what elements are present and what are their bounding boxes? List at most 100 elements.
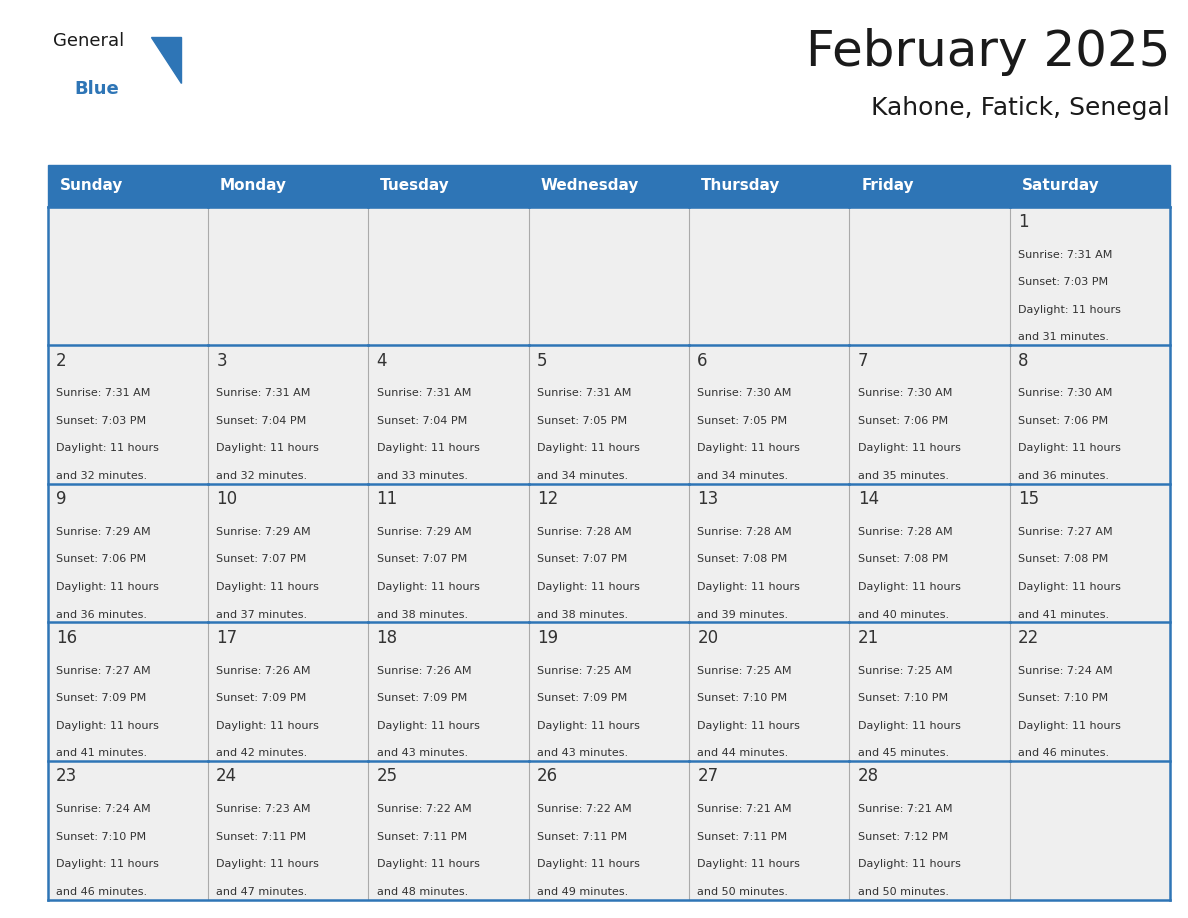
Text: Sunset: 7:09 PM: Sunset: 7:09 PM xyxy=(537,693,627,703)
Text: Daylight: 11 hours: Daylight: 11 hours xyxy=(216,582,320,592)
Text: 28: 28 xyxy=(858,767,879,786)
Bar xyxy=(689,207,849,345)
Text: 23: 23 xyxy=(56,767,77,786)
Text: Sunset: 7:05 PM: Sunset: 7:05 PM xyxy=(697,416,788,426)
Text: Sunset: 7:10 PM: Sunset: 7:10 PM xyxy=(697,693,788,703)
Bar xyxy=(529,207,689,345)
Text: Sunrise: 7:26 AM: Sunrise: 7:26 AM xyxy=(216,666,311,676)
Bar xyxy=(1010,345,1170,484)
Text: Daylight: 11 hours: Daylight: 11 hours xyxy=(1018,582,1121,592)
Text: Daylight: 11 hours: Daylight: 11 hours xyxy=(377,443,480,453)
Text: 12: 12 xyxy=(537,490,558,509)
Text: and 45 minutes.: and 45 minutes. xyxy=(858,748,949,758)
Text: Sunset: 7:08 PM: Sunset: 7:08 PM xyxy=(697,554,788,565)
Text: Daylight: 11 hours: Daylight: 11 hours xyxy=(216,721,320,731)
Text: Sunrise: 7:27 AM: Sunrise: 7:27 AM xyxy=(56,666,151,676)
Bar xyxy=(849,622,1010,761)
Text: 26: 26 xyxy=(537,767,558,786)
Text: Sunset: 7:06 PM: Sunset: 7:06 PM xyxy=(1018,416,1108,426)
Text: and 32 minutes.: and 32 minutes. xyxy=(56,471,147,481)
Text: 21: 21 xyxy=(858,629,879,647)
Text: and 41 minutes.: and 41 minutes. xyxy=(1018,610,1110,620)
Text: and 50 minutes.: and 50 minutes. xyxy=(697,887,789,897)
Text: and 43 minutes.: and 43 minutes. xyxy=(537,748,628,758)
Text: Sunrise: 7:25 AM: Sunrise: 7:25 AM xyxy=(858,666,953,676)
Text: Sunset: 7:12 PM: Sunset: 7:12 PM xyxy=(858,832,948,842)
Bar xyxy=(1010,761,1170,900)
Text: Sunrise: 7:30 AM: Sunrise: 7:30 AM xyxy=(858,388,952,398)
Text: Wednesday: Wednesday xyxy=(541,178,639,194)
Bar xyxy=(208,622,368,761)
Bar xyxy=(48,761,208,900)
Bar xyxy=(48,207,208,345)
Text: Blue: Blue xyxy=(75,80,120,98)
Text: Sunset: 7:04 PM: Sunset: 7:04 PM xyxy=(216,416,307,426)
Text: Sunrise: 7:21 AM: Sunrise: 7:21 AM xyxy=(697,804,792,814)
Text: and 39 minutes.: and 39 minutes. xyxy=(697,610,789,620)
Text: and 34 minutes.: and 34 minutes. xyxy=(537,471,628,481)
Text: Sunrise: 7:22 AM: Sunrise: 7:22 AM xyxy=(377,804,472,814)
Text: and 32 minutes.: and 32 minutes. xyxy=(216,471,308,481)
Text: and 49 minutes.: and 49 minutes. xyxy=(537,887,628,897)
Text: Sunrise: 7:29 AM: Sunrise: 7:29 AM xyxy=(216,527,311,537)
Text: Sunrise: 7:29 AM: Sunrise: 7:29 AM xyxy=(377,527,472,537)
Text: 3: 3 xyxy=(216,352,227,370)
Text: Daylight: 11 hours: Daylight: 11 hours xyxy=(537,721,640,731)
Text: and 46 minutes.: and 46 minutes. xyxy=(1018,748,1110,758)
Text: 20: 20 xyxy=(697,629,719,647)
Text: 14: 14 xyxy=(858,490,879,509)
Text: 19: 19 xyxy=(537,629,558,647)
Text: Sunset: 7:09 PM: Sunset: 7:09 PM xyxy=(377,693,467,703)
Bar xyxy=(529,761,689,900)
Text: Daylight: 11 hours: Daylight: 11 hours xyxy=(858,443,961,453)
Text: Daylight: 11 hours: Daylight: 11 hours xyxy=(697,443,801,453)
Text: 16: 16 xyxy=(56,629,77,647)
Bar xyxy=(208,207,368,345)
Text: Sunset: 7:11 PM: Sunset: 7:11 PM xyxy=(377,832,467,842)
Text: and 42 minutes.: and 42 minutes. xyxy=(216,748,308,758)
Text: 9: 9 xyxy=(56,490,67,509)
Text: 4: 4 xyxy=(377,352,387,370)
Text: 22: 22 xyxy=(1018,629,1040,647)
Text: Daylight: 11 hours: Daylight: 11 hours xyxy=(697,859,801,869)
Text: Sunset: 7:11 PM: Sunset: 7:11 PM xyxy=(537,832,627,842)
Text: Daylight: 11 hours: Daylight: 11 hours xyxy=(858,582,961,592)
Text: Daylight: 11 hours: Daylight: 11 hours xyxy=(537,859,640,869)
Text: Saturday: Saturday xyxy=(1022,178,1099,194)
Text: and 33 minutes.: and 33 minutes. xyxy=(377,471,468,481)
Text: Sunset: 7:10 PM: Sunset: 7:10 PM xyxy=(56,832,146,842)
Bar xyxy=(368,345,529,484)
Bar xyxy=(529,484,689,622)
Text: and 44 minutes.: and 44 minutes. xyxy=(697,748,789,758)
Text: Kahone, Fatick, Senegal: Kahone, Fatick, Senegal xyxy=(872,96,1170,120)
Text: 6: 6 xyxy=(697,352,708,370)
Bar xyxy=(689,622,849,761)
Text: Sunrise: 7:31 AM: Sunrise: 7:31 AM xyxy=(216,388,310,398)
Bar xyxy=(368,761,529,900)
Text: Sunrise: 7:31 AM: Sunrise: 7:31 AM xyxy=(377,388,470,398)
Text: Daylight: 11 hours: Daylight: 11 hours xyxy=(56,582,159,592)
Text: 2: 2 xyxy=(56,352,67,370)
Text: 25: 25 xyxy=(377,767,398,786)
Text: and 46 minutes.: and 46 minutes. xyxy=(56,887,147,897)
Text: Daylight: 11 hours: Daylight: 11 hours xyxy=(56,443,159,453)
Text: and 36 minutes.: and 36 minutes. xyxy=(56,610,147,620)
Text: 8: 8 xyxy=(1018,352,1029,370)
Bar xyxy=(849,761,1010,900)
Text: 17: 17 xyxy=(216,629,238,647)
Text: and 36 minutes.: and 36 minutes. xyxy=(1018,471,1110,481)
Text: Daylight: 11 hours: Daylight: 11 hours xyxy=(537,443,640,453)
Text: Sunset: 7:07 PM: Sunset: 7:07 PM xyxy=(377,554,467,565)
Text: 27: 27 xyxy=(697,767,719,786)
Text: Sunset: 7:07 PM: Sunset: 7:07 PM xyxy=(216,554,307,565)
Text: 7: 7 xyxy=(858,352,868,370)
Bar xyxy=(48,484,208,622)
Text: Sunset: 7:09 PM: Sunset: 7:09 PM xyxy=(56,693,146,703)
Text: Sunrise: 7:28 AM: Sunrise: 7:28 AM xyxy=(537,527,632,537)
Bar xyxy=(1010,207,1170,345)
Text: Daylight: 11 hours: Daylight: 11 hours xyxy=(1018,305,1121,315)
Bar xyxy=(529,622,689,761)
Text: Sunrise: 7:31 AM: Sunrise: 7:31 AM xyxy=(1018,250,1112,260)
Bar xyxy=(689,345,849,484)
Text: Sunrise: 7:29 AM: Sunrise: 7:29 AM xyxy=(56,527,151,537)
